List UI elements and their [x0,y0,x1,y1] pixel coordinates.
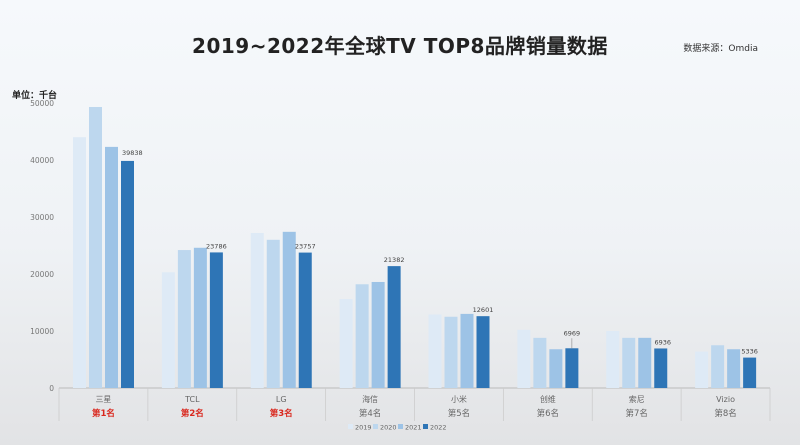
bar-2019 [250,232,264,388]
bar-2019 [161,272,175,388]
legend-label: 2019 [355,424,372,432]
rank-label: 第5名 [448,408,470,419]
category-label: Vizio [716,395,735,404]
data-source: 数据来源：Omdia [683,44,758,54]
y-tick-label: 10000 [30,327,54,336]
y-axis-unit: 单位：千台 [12,91,58,101]
y-tick-label: 50000 [30,99,54,108]
bar-2020 [89,106,102,389]
bar-2021 [727,349,741,388]
category-label: LG [276,395,287,404]
data-label: 6936 [654,338,671,346]
bar-2020 [444,316,458,388]
bar-2022 [476,316,490,388]
bar-2022 [298,252,312,388]
chart-title: 2019~2022年全球TV TOP8品牌销量数据 [192,34,608,58]
bar-2022 [654,348,668,388]
category-label: 小米 [451,394,467,404]
y-tick-label: 0 [49,384,54,393]
bar-2019 [606,331,620,388]
category-label: TCL [184,395,200,404]
bar-2019 [428,314,442,388]
bar-2020 [711,345,725,388]
bar-2022 [743,357,757,388]
bar-2021 [282,231,296,388]
legend-label: 2022 [430,424,447,432]
bar-2021 [371,281,385,388]
y-tick-label: 30000 [30,213,54,222]
bar-2021 [193,247,207,388]
legend-label: 2021 [405,424,422,432]
bar-2020 [622,337,636,388]
bar-2019 [695,351,709,388]
category-label: 索尼 [629,394,645,404]
data-label: 23757 [295,243,316,251]
bar-2019 [339,299,353,388]
bar-2020 [177,250,191,388]
bar-2019 [73,137,86,388]
legend-swatch-2019 [348,424,353,429]
legend-swatch-2022 [423,424,428,429]
rank-label: 第2名 [181,408,204,419]
data-label: 6969 [564,329,581,337]
data-label: 21382 [384,256,405,264]
y-tick-label: 40000 [30,156,54,165]
legend-label: 2020 [380,424,397,432]
legend-swatch-2021 [398,424,403,429]
data-label: 12601 [473,306,494,314]
rank-label: 第4名 [359,408,381,419]
bar-2021 [638,337,652,388]
category-label: 创维 [540,394,556,404]
rank-label: 第8名 [714,408,736,419]
bar-2020 [355,284,369,388]
rank-label: 第1名 [92,408,115,419]
bar-2019 [517,329,531,388]
bar-2021 [549,349,563,388]
bar-2022 [387,266,401,388]
category-label: 三星 [95,395,111,404]
bar-2021 [460,313,474,388]
bar-2022 [565,348,579,388]
data-label: 23786 [206,242,227,250]
bar-2020 [533,337,547,388]
bar-2022 [121,160,134,388]
y-tick-label: 20000 [30,270,54,279]
rank-label: 第6名 [537,408,559,419]
data-label: 39838 [122,149,143,157]
rank-label: 第3名 [270,408,293,419]
legend-swatch-2020 [373,424,378,429]
bar-2020 [266,239,280,388]
data-label: 5336 [741,348,758,356]
bar-2022 [209,252,223,388]
bar-2021 [105,146,118,388]
category-label: 海信 [362,394,378,404]
rank-label: 第7名 [625,408,647,419]
